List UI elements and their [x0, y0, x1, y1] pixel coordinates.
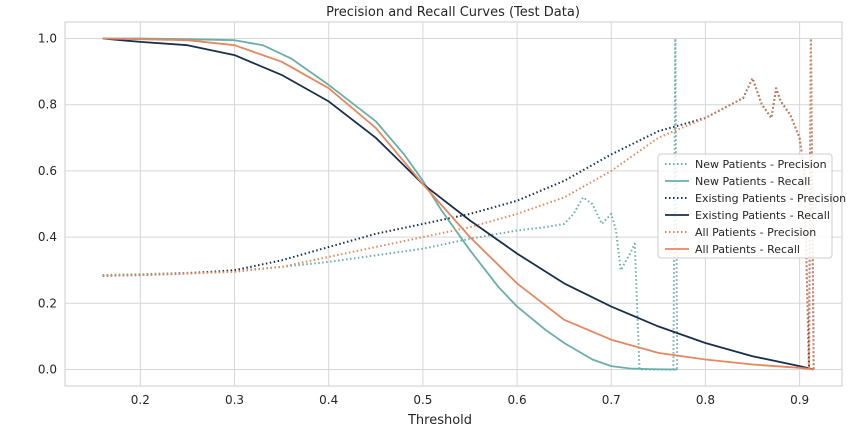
y-tick-label: 0.6 — [38, 164, 57, 178]
series-line-2 — [102, 37, 815, 371]
legend-box — [657, 153, 833, 259]
x-axis-title: Threshold — [407, 413, 472, 428]
y-tick-labels: 0.0 0.2 0.4 0.6 0.8 1.0 — [38, 32, 57, 377]
series-line-3 — [102, 37, 814, 371]
x-tick-labels: 0.2 0.3 0.4 0.5 0.6 0.7 0.8 0.9 — [131, 393, 809, 407]
x-tick-label: 0.4 — [319, 393, 338, 407]
x-tick-label: 0.9 — [790, 393, 809, 407]
y-tick-label: 0.4 — [38, 230, 57, 244]
legend-label: All Patients - Precision — [695, 226, 816, 239]
x-tick-label: 0.5 — [413, 393, 432, 407]
x-tick-label: 0.3 — [225, 393, 244, 407]
y-tick-label: 1.0 — [38, 32, 57, 46]
series-layer — [102, 37, 815, 371]
series-line-1 — [102, 37, 678, 371]
y-tick-label: 0.8 — [38, 98, 57, 112]
legend: New Patients - Precision New Patients - R… — [657, 153, 846, 259]
series-line-5 — [102, 37, 814, 371]
legend-label: All Patients - Recall — [695, 243, 800, 256]
x-tick-label: 0.2 — [131, 393, 150, 407]
legend-label: New Patients - Precision — [695, 158, 827, 171]
y-tick-label: 0.2 — [38, 296, 57, 310]
legend-label: Existing Patients - Recall — [695, 209, 830, 222]
chart-title: Precision and Recall Curves (Test Data) — [326, 5, 580, 20]
series-line-4 — [102, 37, 815, 371]
x-tick-label: 0.8 — [696, 393, 715, 407]
x-tick-label: 0.7 — [602, 393, 621, 407]
series-line-0 — [102, 37, 679, 371]
x-tick-label: 0.6 — [508, 393, 527, 407]
y-tick-label: 0.0 — [38, 362, 57, 376]
legend-label: New Patients - Recall — [695, 175, 810, 188]
legend-label: Existing Patients - Precision — [695, 192, 846, 205]
